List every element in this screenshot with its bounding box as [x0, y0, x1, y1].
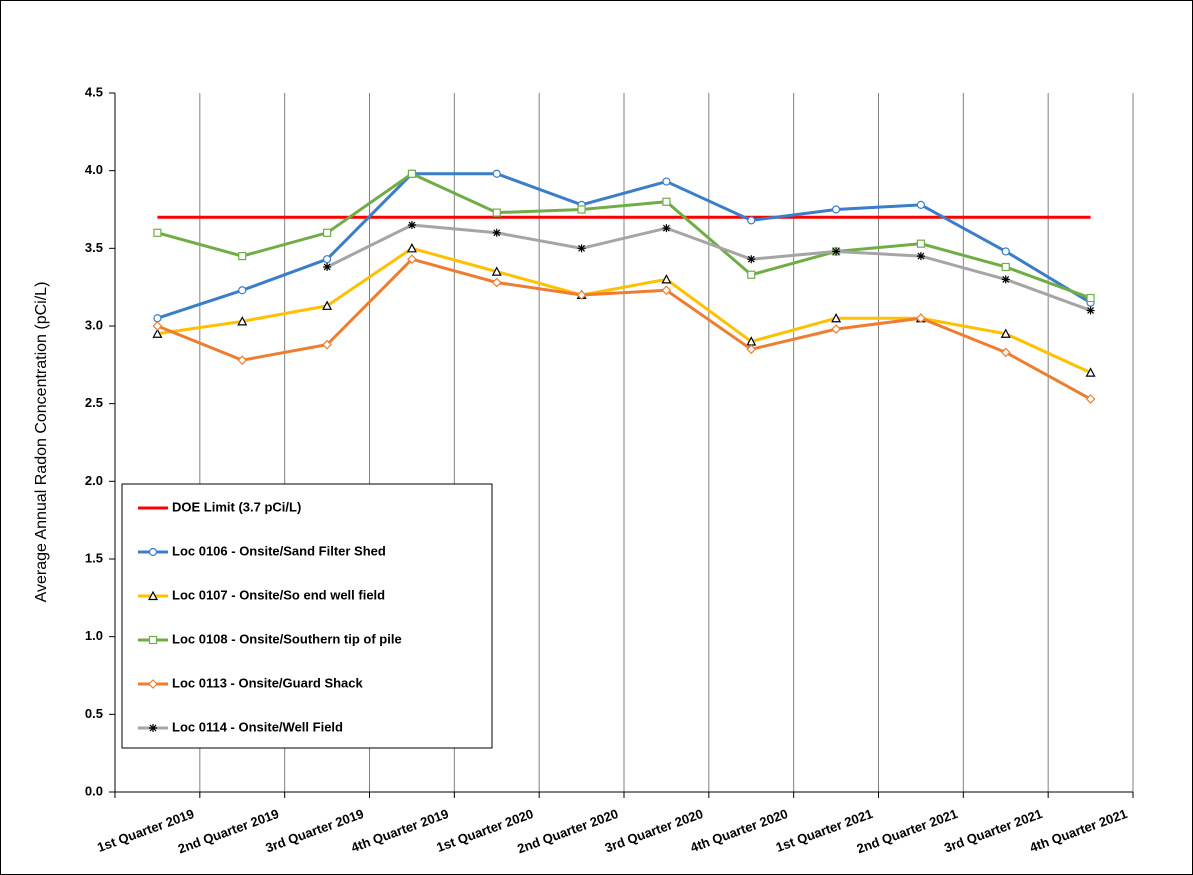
y-axis-label: Average Annual Radon Concentration (pCi/… — [33, 282, 50, 603]
marker — [1086, 293, 1095, 303]
marker — [153, 314, 162, 323]
y-tick-label: 3.5 — [85, 240, 103, 255]
y-tick-label: 2.0 — [85, 473, 103, 488]
marker — [662, 197, 671, 206]
marker — [149, 724, 157, 732]
marker — [1085, 394, 1096, 404]
marker — [407, 169, 417, 178]
marker — [148, 590, 158, 601]
legend-label: Loc 0113 - Onsite/Guard Shack — [172, 675, 364, 690]
marker — [1000, 328, 1011, 338]
marker — [916, 313, 926, 324]
marker — [237, 355, 248, 366]
marker — [1001, 262, 1010, 272]
marker — [237, 316, 248, 326]
marker — [1085, 367, 1096, 377]
legend-label: Loc 0114 - Onsite/Well Field — [172, 719, 343, 734]
series-line — [156, 257, 1092, 401]
marker — [323, 262, 332, 271]
marker — [492, 169, 501, 178]
marker — [661, 274, 672, 284]
marker — [1086, 306, 1095, 315]
marker — [322, 228, 332, 237]
marker — [831, 312, 842, 323]
marker — [747, 270, 756, 279]
series-line — [156, 172, 1092, 320]
legend-label: DOE Limit (3.7 pCi/L) — [172, 499, 301, 514]
marker — [747, 255, 756, 264]
marker — [148, 547, 158, 557]
legend-label: Loc 0107 - Onsite/So end well field — [172, 587, 385, 602]
y-tick-label: 0.0 — [85, 783, 103, 798]
marker — [406, 243, 417, 253]
marker — [661, 285, 672, 296]
marker — [322, 300, 333, 310]
y-tick-label: 1.5 — [85, 550, 103, 565]
marker — [577, 244, 586, 253]
y-tick-label: 4.5 — [85, 84, 103, 99]
marker — [577, 205, 586, 214]
marker — [662, 177, 671, 186]
series-line — [157, 172, 1092, 300]
legend: DOE Limit (3.7 pCi/L) Loc 0106 - Onsite/S… — [121, 483, 493, 749]
marker — [152, 321, 163, 331]
marker — [492, 208, 501, 217]
marker — [153, 228, 162, 237]
marker — [407, 254, 417, 265]
marker — [491, 277, 502, 288]
y-tick-label: 0.5 — [85, 706, 103, 721]
marker — [831, 205, 841, 214]
y-tick-label: 1.0 — [85, 628, 103, 643]
marker — [1001, 275, 1010, 284]
marker — [831, 324, 841, 334]
marker — [746, 344, 757, 355]
marker — [322, 339, 332, 350]
marker — [238, 286, 247, 295]
marker — [576, 290, 587, 300]
series-line — [326, 223, 1092, 312]
marker — [1001, 247, 1010, 256]
marker — [238, 252, 247, 261]
y-tick-label: 4.0 — [85, 162, 103, 177]
marker — [322, 255, 332, 264]
y-tick-label: 2.5 — [85, 395, 103, 410]
marker — [148, 635, 158, 645]
marker — [152, 328, 163, 338]
marker — [148, 679, 158, 689]
marker — [747, 216, 756, 225]
y-tick-label: 3.0 — [85, 317, 103, 332]
marker — [1000, 347, 1011, 358]
marker — [662, 224, 671, 233]
legend-box — [121, 483, 493, 749]
marker — [916, 252, 925, 261]
legend-label: Loc 0106 - Onsite/Sand Filter Shed — [172, 543, 386, 558]
marker — [916, 200, 926, 209]
marker — [492, 228, 501, 237]
legend-label: Loc 0108 - Onsite/Southern tip of pile — [172, 631, 402, 646]
marker — [491, 266, 502, 276]
marker — [832, 247, 841, 256]
series-line — [157, 246, 1092, 374]
marker — [407, 221, 416, 230]
marker — [916, 239, 926, 248]
